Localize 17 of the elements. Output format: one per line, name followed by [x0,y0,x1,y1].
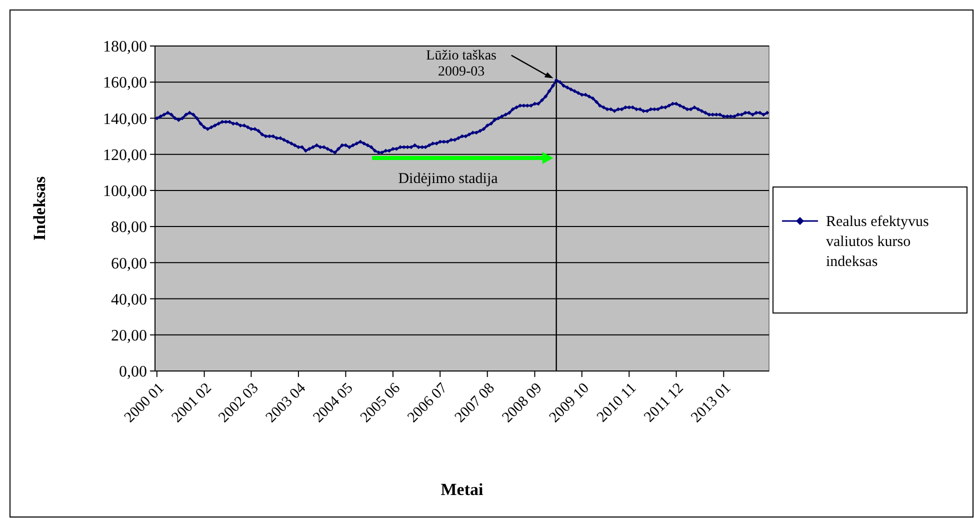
y-tick-label: 0,00 [119,364,147,381]
annotation: Lūžio taškas 2009-03 [426,48,497,80]
y-tick-label: 100,00 [103,183,147,200]
y-tick-label: 140,00 [103,110,147,128]
x-axis-title: Metai [440,480,484,499]
x-tick-label: 2001 02 [169,380,215,426]
legend-label: Realus efektyvus valiutos kurso indeksas [826,214,930,270]
y-tick-label: 80,00 [111,219,147,236]
y-axis-title: Indeksas [30,176,49,241]
y-tick-label: 40,00 [111,291,147,308]
y-tick-label: 120,00 [103,146,147,164]
annotation: Didėjimo stadija [398,171,498,187]
y-tick-label: 160,00 [103,74,147,92]
x-tick-label: 2011 12 [641,380,687,426]
y-tick-label: 60,00 [111,255,147,272]
y-tick-label: 20,00 [111,327,147,344]
y-tick-label: 180,00 [103,38,147,56]
